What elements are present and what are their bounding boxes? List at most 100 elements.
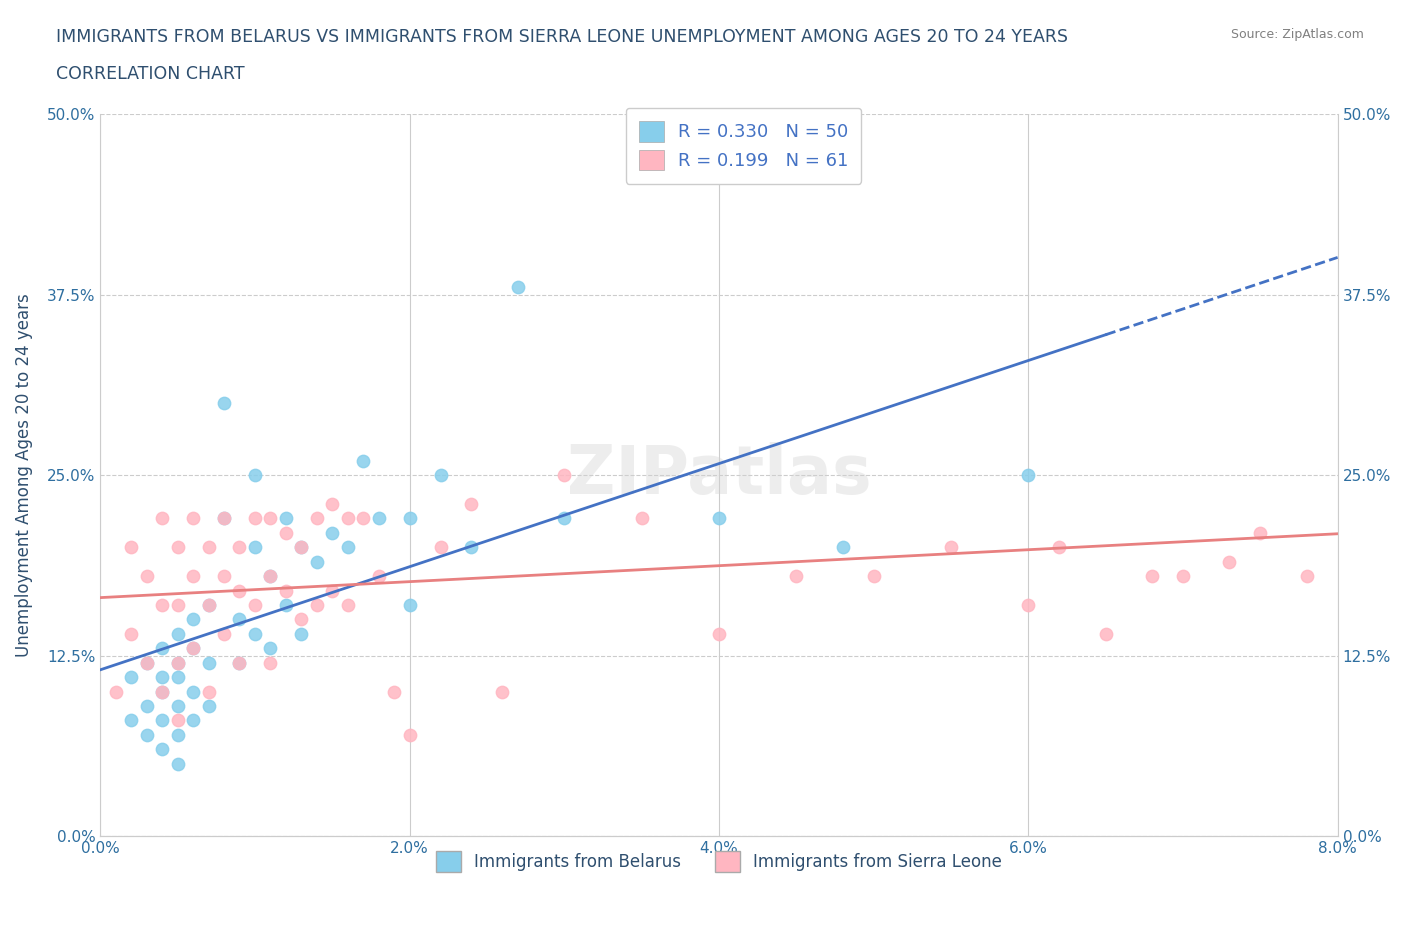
Point xyxy=(135,727,157,742)
Point xyxy=(367,568,389,583)
Point xyxy=(150,742,173,757)
Point xyxy=(243,468,266,483)
Point xyxy=(259,511,281,525)
Point xyxy=(398,727,420,742)
Point xyxy=(150,511,173,525)
Point xyxy=(290,612,312,627)
Point xyxy=(831,539,853,554)
Point xyxy=(274,597,297,612)
Text: Source: ZipAtlas.com: Source: ZipAtlas.com xyxy=(1230,28,1364,41)
Point xyxy=(862,568,884,583)
Point xyxy=(336,597,359,612)
Point xyxy=(429,539,451,554)
Point xyxy=(367,511,389,525)
Point xyxy=(352,453,374,468)
Point xyxy=(150,684,173,699)
Point xyxy=(1140,568,1163,583)
Point xyxy=(166,539,188,554)
Point xyxy=(352,511,374,525)
Point xyxy=(738,107,761,122)
Point xyxy=(120,627,142,642)
Point xyxy=(1094,627,1116,642)
Point xyxy=(104,684,127,699)
Point xyxy=(243,539,266,554)
Point xyxy=(197,539,219,554)
Point xyxy=(166,597,188,612)
Point xyxy=(181,568,204,583)
Text: ZIPatlas: ZIPatlas xyxy=(567,442,872,508)
Point xyxy=(398,597,420,612)
Point xyxy=(460,497,482,512)
Point xyxy=(336,539,359,554)
Point xyxy=(135,698,157,713)
Point xyxy=(228,583,250,598)
Point xyxy=(228,656,250,671)
Point xyxy=(274,511,297,525)
Point xyxy=(707,627,730,642)
Point xyxy=(1295,568,1317,583)
Point xyxy=(243,597,266,612)
Point xyxy=(243,627,266,642)
Point xyxy=(630,511,652,525)
Text: IMMIGRANTS FROM BELARUS VS IMMIGRANTS FROM SIERRA LEONE UNEMPLOYMENT AMONG AGES : IMMIGRANTS FROM BELARUS VS IMMIGRANTS FR… xyxy=(56,28,1069,46)
Point xyxy=(707,511,730,525)
Y-axis label: Unemployment Among Ages 20 to 24 years: Unemployment Among Ages 20 to 24 years xyxy=(15,293,32,657)
Point xyxy=(150,670,173,684)
Text: CORRELATION CHART: CORRELATION CHART xyxy=(56,65,245,83)
Point xyxy=(150,684,173,699)
Point xyxy=(150,597,173,612)
Point xyxy=(382,684,405,699)
Point xyxy=(166,656,188,671)
Point xyxy=(181,511,204,525)
Point xyxy=(398,511,420,525)
Point xyxy=(305,597,328,612)
Point xyxy=(1017,468,1039,483)
Point xyxy=(274,525,297,540)
Point xyxy=(321,497,343,512)
Point xyxy=(305,554,328,569)
Point xyxy=(150,641,173,656)
Point xyxy=(181,713,204,728)
Point xyxy=(506,280,529,295)
Point xyxy=(212,568,235,583)
Point xyxy=(120,539,142,554)
Point xyxy=(290,627,312,642)
Point xyxy=(259,568,281,583)
Point xyxy=(274,583,297,598)
Point xyxy=(305,511,328,525)
Point xyxy=(939,539,962,554)
Point xyxy=(336,511,359,525)
Point xyxy=(228,656,250,671)
Point xyxy=(181,641,204,656)
Point xyxy=(259,641,281,656)
Point xyxy=(1047,539,1070,554)
Point xyxy=(785,568,807,583)
Point xyxy=(181,612,204,627)
Point xyxy=(243,511,266,525)
Point xyxy=(553,511,575,525)
Point xyxy=(1249,525,1271,540)
Point xyxy=(197,656,219,671)
Point xyxy=(321,525,343,540)
Point xyxy=(212,627,235,642)
Point xyxy=(1171,568,1194,583)
Point xyxy=(181,684,204,699)
Point xyxy=(212,395,235,410)
Point xyxy=(166,656,188,671)
Point xyxy=(460,539,482,554)
Point xyxy=(166,713,188,728)
Point xyxy=(212,511,235,525)
Point xyxy=(135,568,157,583)
Point xyxy=(166,698,188,713)
Point xyxy=(1017,597,1039,612)
Point xyxy=(150,713,173,728)
Point xyxy=(290,539,312,554)
Point xyxy=(259,568,281,583)
Point xyxy=(135,656,157,671)
Point xyxy=(321,583,343,598)
Point xyxy=(228,612,250,627)
Point xyxy=(290,539,312,554)
Point xyxy=(197,597,219,612)
Point xyxy=(166,756,188,771)
Point xyxy=(491,684,513,699)
